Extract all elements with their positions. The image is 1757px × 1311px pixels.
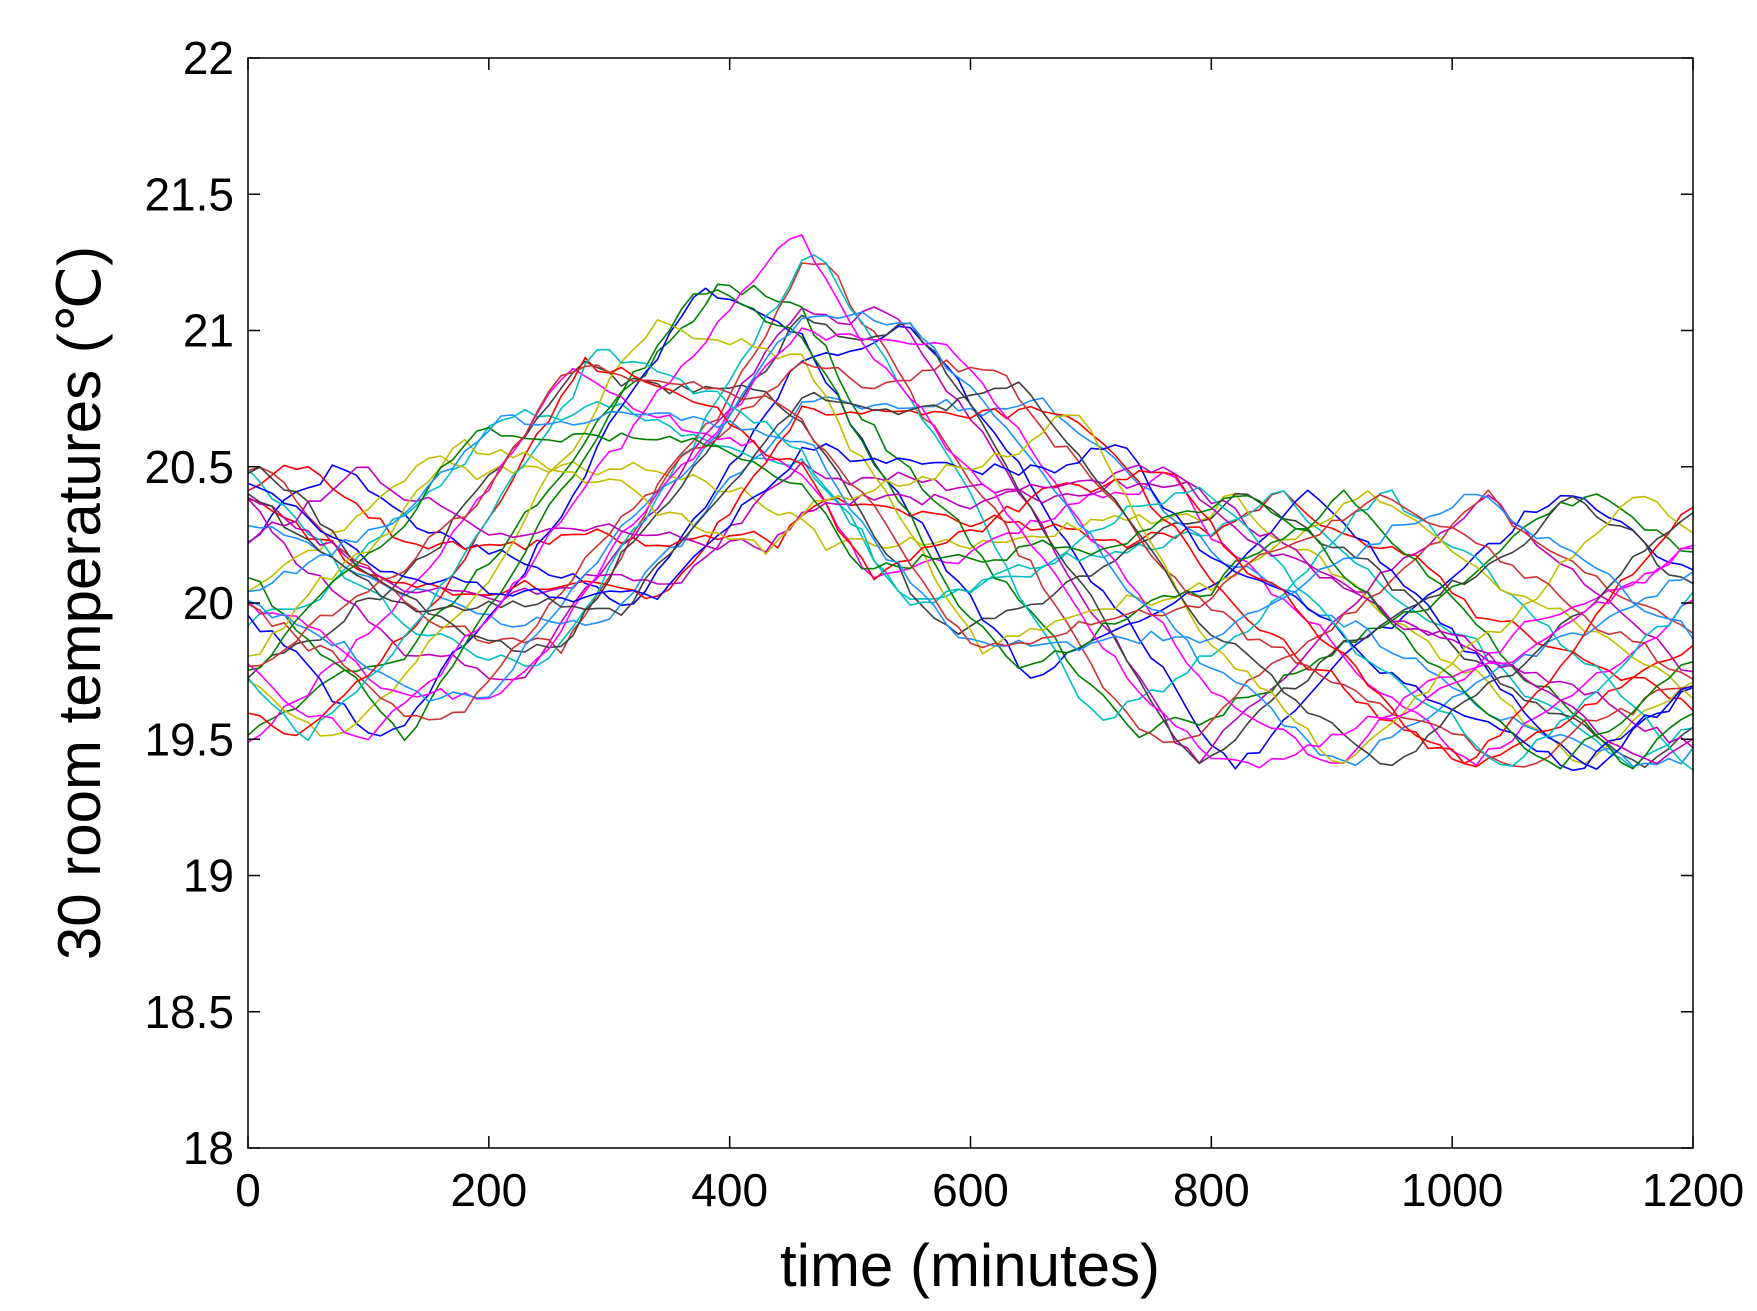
y-tick-label: 19.5 <box>144 713 234 765</box>
x-tick-label: 0 <box>235 1164 261 1216</box>
room-series-line <box>247 289 1694 770</box>
room-series-line <box>247 254 1694 771</box>
y-axis-title: 30 room temperatures (℃) <box>46 246 113 960</box>
room-series-line <box>247 287 1694 770</box>
room-series-line <box>247 359 1694 768</box>
room-series-line <box>247 395 1694 768</box>
y-tick-label: 19 <box>183 850 234 902</box>
y-tick-label: 20.5 <box>144 441 234 493</box>
x-tick-label: 800 <box>1173 1164 1250 1216</box>
room-series-line <box>247 381 1694 767</box>
room-series-line <box>247 367 1694 767</box>
room-series-line <box>247 464 1694 712</box>
y-tick-label: 20 <box>183 577 234 629</box>
room-series-line <box>247 325 1694 770</box>
tick-layer: 0 200 400 600 800 1000 1200 18 18.5 19 19.5 20 20.5 2… <box>144 32 1744 1216</box>
y-tick-label: 18 <box>183 1122 234 1174</box>
x-tick-label: 600 <box>932 1164 1009 1216</box>
room-series-line <box>247 364 1694 680</box>
room-series-line <box>247 327 1694 764</box>
room-series-line <box>247 405 1694 768</box>
y-tick-label: 21.5 <box>144 168 234 220</box>
series-layer <box>247 234 1694 772</box>
room-series-line <box>247 410 1694 652</box>
x-tick-label: 1000 <box>1401 1164 1503 1216</box>
x-tick-label: 400 <box>691 1164 768 1216</box>
room-series-line <box>247 360 1694 769</box>
room-series-line <box>247 314 1694 765</box>
room-series-line <box>247 348 1694 767</box>
room-series-line <box>247 311 1694 767</box>
y-tick-label: 21 <box>183 305 234 357</box>
room-series-line <box>247 234 1694 769</box>
room-series-line <box>247 400 1694 770</box>
y-tick-label: 22 <box>183 32 234 84</box>
plot-frame <box>247 57 1694 1149</box>
room-series-line <box>247 262 1694 744</box>
room-series-line <box>247 319 1694 737</box>
x-tick-label: 1200 <box>1642 1164 1744 1216</box>
room-series-line <box>247 464 1694 765</box>
room-series-line <box>247 283 1694 739</box>
room-series-line <box>247 461 1694 749</box>
y-tick-label: 18.5 <box>144 986 234 1038</box>
x-axis-title: time (minutes) <box>780 1232 1160 1299</box>
x-tick-label: 200 <box>450 1164 527 1216</box>
room-series-line <box>247 426 1694 770</box>
